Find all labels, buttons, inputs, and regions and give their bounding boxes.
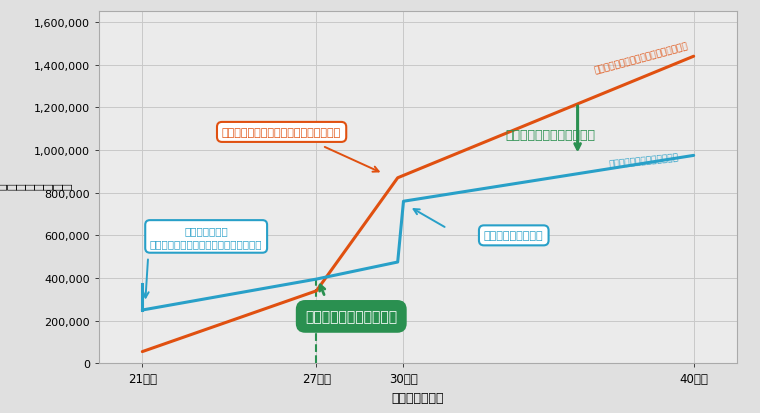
Text: ライフサイクルコスト低減: ライフサイクルコスト低減 [505,128,595,141]
Text: ラ
イ
フ
サ
イ
ク
ル
コ
ス
ト
【
千
円
】: ラ イ フ サ イ ク ル コ ス ト 【 千 円 】 [0,183,72,189]
Text: 収支が改善するポイント: 収支が改善するポイント [306,310,397,324]
Text: 熱源機器＋熱源機器以外の機器を全更新: 熱源機器＋熱源機器以外の機器を全更新 [222,128,341,138]
Text: 現状の空調システムを継続利用した場合: 現状の空調システムを継続利用した場合 [594,41,689,75]
Text: 空調システムを変更した場合: 空調システムを変更した場合 [609,152,679,169]
X-axis label: 竣工後経過年数: 竣工後経過年数 [391,391,445,404]
Text: 熱源機器以外を更新: 熱源機器以外を更新 [484,231,543,241]
Text: 熱源機器を更新
（高効率かつ保守が容易なものに変更）: 熱源機器を更新 （高効率かつ保守が容易なものに変更） [150,225,262,249]
